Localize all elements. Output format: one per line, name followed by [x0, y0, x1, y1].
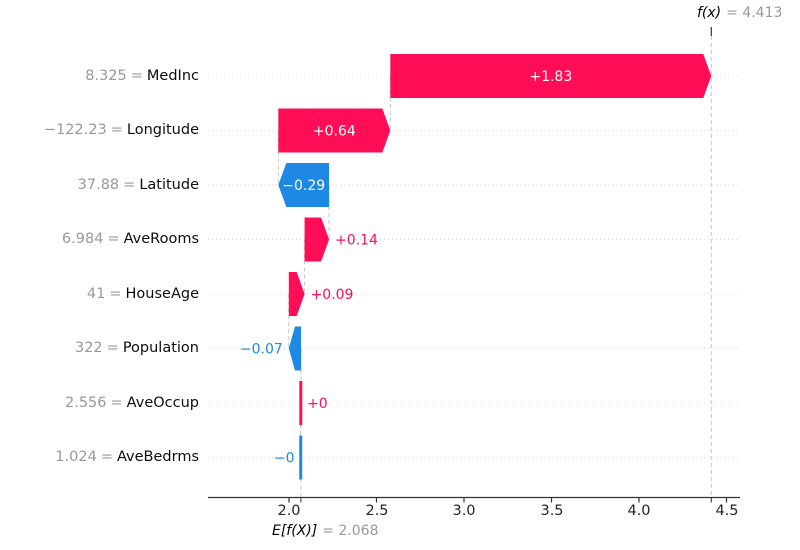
- equals-sign: =: [110, 395, 123, 411]
- feature-value: 8.325: [85, 68, 127, 84]
- equals-sign: =: [106, 340, 119, 356]
- shap-bar: [304, 217, 330, 262]
- feature-label-row: 322 = Population: [75, 338, 199, 358]
- x-tick-label: 4.0: [627, 503, 651, 519]
- feature-label-row: 8.325 = MedInc: [85, 66, 199, 86]
- equals-sign: =: [107, 231, 120, 247]
- feature-name: AveRooms: [123, 231, 199, 247]
- feature-name: Latitude: [139, 177, 199, 193]
- bar-value-label: −0.29: [282, 178, 325, 194]
- bar-value-label: +1.83: [529, 69, 572, 85]
- shap-bar: [278, 108, 391, 153]
- feature-name: AveBedrms: [116, 449, 199, 465]
- x-tick-label: 4.5: [715, 503, 739, 519]
- shap-bar: [288, 272, 305, 316]
- feature-value: 2.556: [65, 395, 107, 411]
- feature-value: 1.024: [55, 449, 97, 465]
- bar-value-label: +0: [307, 396, 328, 412]
- shap-bar: [390, 54, 712, 98]
- ef-value: = 2.068: [322, 523, 379, 539]
- feature-name: HouseAge: [125, 286, 199, 302]
- feature-label-row: 37.88 = Latitude: [78, 175, 199, 195]
- shap-bar: [278, 163, 330, 207]
- feature-name: Longitude: [126, 122, 199, 138]
- feature-value: 37.88: [77, 177, 120, 193]
- feature-name: MedInc: [146, 68, 199, 84]
- fx-annotation: f(x) = 4.413: [697, 5, 782, 21]
- shap-bar: [288, 326, 302, 371]
- equals-sign: =: [109, 286, 122, 302]
- feature-value: 41: [86, 286, 106, 302]
- x-tick-label: 2.5: [365, 503, 389, 519]
- bar-value-label: −0.07: [240, 342, 283, 358]
- feature-label-row: 2.556 = AveOccup: [65, 393, 199, 413]
- bar-value-label: +0.14: [335, 233, 378, 249]
- feature-value: 322: [74, 340, 103, 356]
- feature-name: AveOccup: [126, 395, 199, 411]
- feature-label-row: 6.984 = AveRooms: [62, 229, 199, 249]
- shap-bar: [299, 381, 303, 425]
- equals-sign: =: [100, 449, 113, 465]
- x-tick-label: 3.0: [452, 503, 476, 519]
- equals-sign: =: [110, 122, 123, 138]
- equals-sign: =: [123, 177, 136, 193]
- feature-label-row: −122.23 = Longitude: [44, 120, 199, 140]
- feature-label-row: 1.024 = AveBedrms: [55, 447, 199, 467]
- ef-symbol: E[f(X)]: [272, 523, 318, 539]
- expected-value-annotation: E[f(X)] = 2.068: [272, 523, 378, 539]
- x-tick-label: 3.5: [540, 503, 564, 519]
- shap-bar: [299, 435, 303, 480]
- feature-label-row: 41 = HouseAge: [87, 284, 199, 304]
- feature-name: Population: [122, 340, 199, 356]
- bar-value-label: −0: [274, 451, 295, 467]
- bar-value-label: +0.64: [313, 124, 356, 140]
- feature-value: −122.23: [43, 122, 107, 138]
- feature-value: 6.984: [61, 231, 104, 247]
- fx-value: = 4.413: [726, 5, 783, 21]
- fx-symbol: f(x): [697, 5, 722, 21]
- equals-sign: =: [130, 68, 143, 84]
- x-tick-label: 2.0: [277, 503, 301, 519]
- bar-value-label: +0.09: [311, 287, 354, 303]
